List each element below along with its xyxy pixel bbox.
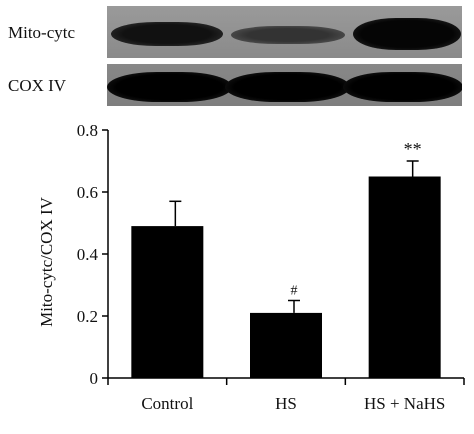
- blot-band-hs-nahs: [353, 18, 461, 50]
- blot-image-mito-cytc: [107, 6, 462, 58]
- blot-label-mito-cytc: Mito-cytc: [8, 23, 76, 42]
- blot-band-cox-control: [107, 72, 232, 102]
- blot-band-cox-hs: [225, 72, 350, 102]
- x-tick-label: HS + NaHS: [364, 394, 445, 413]
- chart-labels: Control # HS ** HS + NaHS: [141, 139, 445, 413]
- bar-2: [368, 176, 441, 378]
- x-tick-label: Control: [141, 394, 193, 413]
- y-tick-label: 0.2: [77, 307, 98, 326]
- significance-mark-2: **: [404, 139, 422, 159]
- y-tick-label: 0.4: [77, 245, 99, 264]
- bar-1: [250, 312, 322, 378]
- y-tick-label: 0.6: [77, 183, 98, 202]
- chart-bars: [131, 160, 441, 378]
- y-axis-title: Mito-cytc/COX IV: [37, 196, 56, 327]
- blot-image-cox-iv: [107, 64, 462, 106]
- y-tick-label: 0.8: [77, 121, 98, 140]
- blot-label-cox-iv: COX IV: [8, 76, 67, 95]
- blot-band-hs: [231, 26, 345, 44]
- y-tick-label: 0: [90, 369, 99, 388]
- chart-axes: 0 0.2 0.4 0.6 0.8 Mito-cytc/COX IV: [37, 121, 465, 388]
- blot-band-control: [111, 22, 223, 46]
- bar-0: [131, 226, 204, 378]
- bar-chart: 0 0.2 0.4 0.6 0.8 Mito-cytc/COX IV Control # HS…: [37, 121, 465, 413]
- blot-band-cox-hs-nahs: [343, 72, 462, 102]
- x-tick-label: HS: [275, 394, 297, 413]
- significance-mark-1: #: [291, 284, 298, 299]
